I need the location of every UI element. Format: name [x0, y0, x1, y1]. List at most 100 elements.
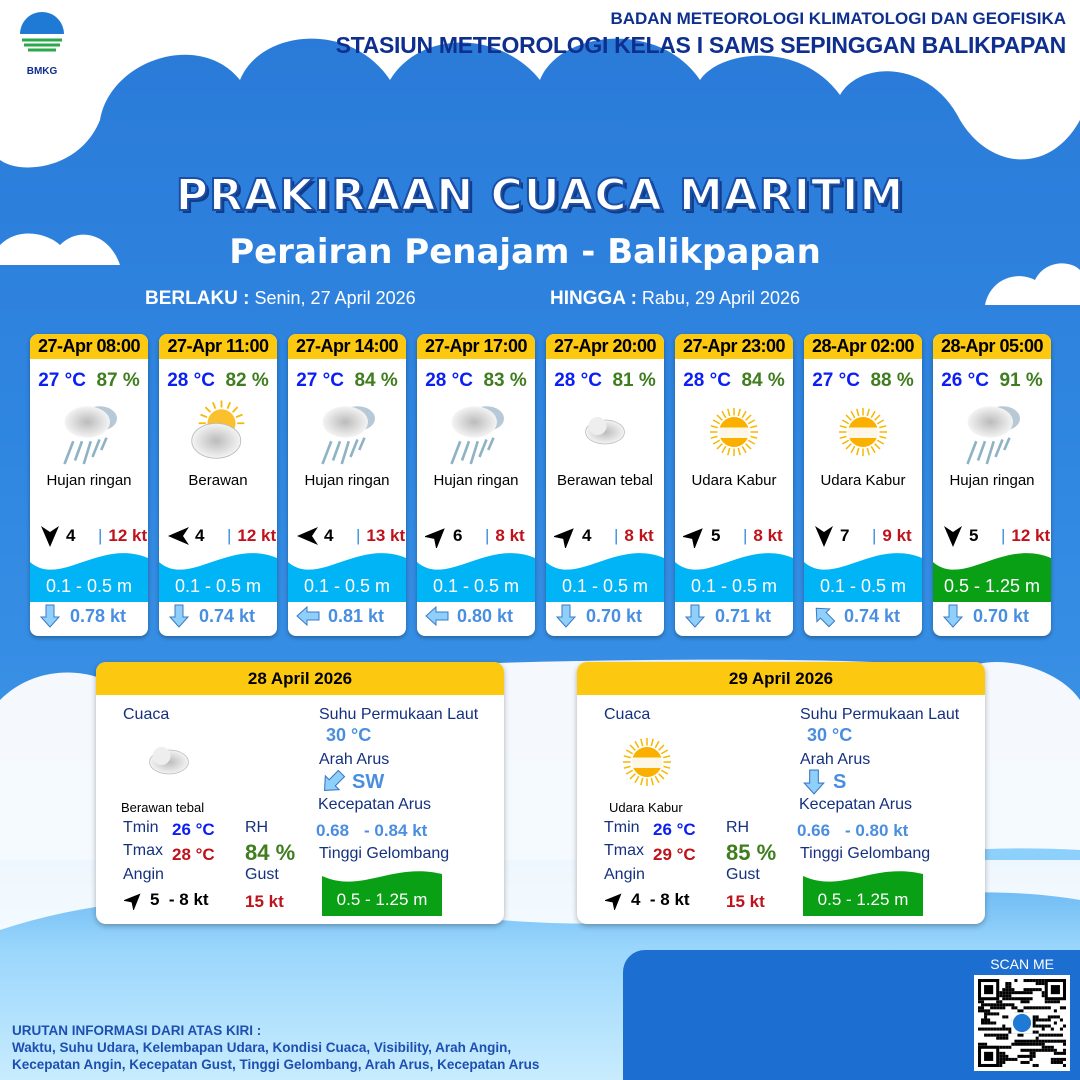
cloud-right	[985, 263, 1080, 305]
wind-speed: 5 - 8 kt	[150, 890, 209, 909]
gust-speed: 12 kt	[1011, 526, 1051, 545]
page-subtitle: Perairan Penajam - Balikpapan	[229, 232, 821, 272]
haze-sun-icon	[617, 732, 677, 797]
current-direction-icon	[167, 604, 191, 628]
wave-height: 0.1 - 0.5 m	[561, 576, 649, 596]
sst-label: Suhu Permukaan Laut	[800, 706, 960, 723]
wind-speed: 4	[195, 526, 205, 545]
wind-row: 6 | 8 kt	[417, 524, 535, 548]
humidity: 84 %	[354, 370, 398, 391]
wave-band	[30, 553, 148, 602]
gust-label: Gust	[726, 866, 760, 883]
current-row: 0.81 kt	[296, 604, 384, 628]
wave-height: 0.1 - 0.5 m	[690, 576, 778, 596]
wind-row: 4 | 8 kt	[546, 524, 664, 548]
humidity: 87 %	[96, 370, 140, 391]
gust-speed: 12 kt	[237, 526, 277, 545]
forecast-card: 27-Apr 08:00 27 °C 87 % Hujan ringan 4 | 1…	[30, 334, 148, 636]
tmax-value: 28 °C	[172, 845, 215, 864]
gust-speed: 8 kt	[753, 526, 783, 545]
divider: |	[1001, 526, 1006, 545]
wind-direction-icon	[812, 524, 836, 548]
weather-condition: Udara Kabur	[609, 800, 683, 815]
wave-band	[288, 553, 406, 602]
current-direction-label: Arah Arus	[319, 751, 390, 768]
qr-code[interactable]	[974, 975, 1070, 1071]
current-direction-row: SW	[320, 769, 384, 795]
current-row: 0.70 kt	[554, 604, 642, 628]
cloud-left	[0, 233, 120, 265]
wave-height: 0.1 - 0.5 m	[303, 576, 391, 596]
air-temperature: 27 °C	[812, 370, 860, 391]
current-direction-icon	[554, 604, 578, 628]
divider: |	[614, 526, 619, 545]
rain-cloud-icon	[30, 392, 148, 472]
divider: |	[227, 526, 232, 545]
divider: |	[872, 526, 877, 545]
current-speed: 0.74 kt	[199, 605, 256, 626]
air-temperature: 28 °C	[683, 370, 731, 391]
weather-condition: Udara Kabur	[691, 472, 777, 489]
temp-rh-row: 26 °C 91 %	[933, 370, 1051, 392]
info-legend: URUTAN INFORMASI DARI ATAS KIRI : Waktu,…	[12, 1022, 539, 1073]
wind-direction-icon	[683, 524, 707, 548]
current-row: 0.78 kt	[38, 604, 126, 628]
weather-condition: Berawan	[188, 472, 248, 489]
wind-label: Angin	[604, 866, 645, 883]
humidity: 91 %	[999, 370, 1043, 391]
humidity: 83 %	[483, 370, 527, 391]
wind-row: 7 | 9 kt	[804, 524, 922, 548]
rain-cloud-icon	[933, 392, 1051, 472]
current-row: 0.80 kt	[425, 604, 513, 628]
forecast-card: 27-Apr 17:00 28 °C 83 % Hujan ringan 6 | 8…	[417, 334, 535, 636]
forecast-time: 27-Apr 17:00	[417, 334, 535, 359]
cloud-banner	[0, 0, 1080, 168]
weather-label: Cuaca	[123, 706, 170, 723]
temp-rh-row: 28 °C 81 %	[546, 370, 664, 392]
tmin-label: Tmin	[604, 819, 640, 836]
forecast-time: 27-Apr 08:00	[30, 334, 148, 359]
page-title: PRAKIRAAN CUACA MARITIM	[175, 169, 905, 222]
current-speed-min: 0.66	[797, 821, 831, 840]
wave-band	[804, 553, 922, 602]
daily-date: 28 April 2026	[96, 662, 504, 695]
wind-row: 5 - 8 kt	[124, 890, 209, 910]
forecast-time: 27-Apr 23:00	[675, 334, 793, 359]
tmin-label: Tmin	[123, 819, 159, 836]
current-speed-label: Kecepatan Arus	[318, 796, 431, 813]
current-direction-icon	[801, 769, 827, 795]
current-speed-min: 0.68	[316, 821, 350, 840]
temp-rh-row: 27 °C 84 %	[288, 370, 406, 392]
haze-sun-icon	[804, 392, 922, 472]
current-direction-icon	[320, 769, 346, 795]
wind-speed: 5	[969, 526, 979, 545]
current-row: 0.74 kt	[167, 604, 255, 628]
bmkg-logo: BMKG	[17, 12, 67, 76]
weather-condition: Berawan tebal	[557, 472, 653, 489]
current-direction-icon	[941, 604, 965, 628]
divider: |	[356, 526, 361, 545]
wind-direction-icon	[167, 524, 191, 548]
wind-direction-icon	[941, 524, 965, 548]
air-temperature: 28 °C	[167, 370, 215, 391]
forecast-card: 27-Apr 11:00 28 °C 82 % Berawan 4 | 12 kt …	[159, 334, 277, 636]
forecast-card: 28-Apr 02:00 27 °C 88 % Udara Kabur 7 | 9 …	[804, 334, 922, 636]
wind-row: 5 | 12 kt	[933, 524, 1051, 548]
wave-label: Tinggi Gelombang	[800, 845, 931, 862]
tmax-value: 29 °C	[653, 845, 696, 864]
gust-speed: 8 kt	[624, 526, 654, 545]
valid-to-date: Rabu, 29 April 2026	[641, 288, 801, 308]
wave-band	[675, 553, 793, 602]
tmin-value: 26 °C	[653, 820, 696, 839]
gust-speed: 13 kt	[366, 526, 406, 545]
divider: |	[98, 526, 103, 545]
wave-band	[417, 553, 535, 602]
temp-rh-row: 28 °C 84 %	[675, 370, 793, 392]
current-speed: 0.71 kt	[715, 605, 772, 626]
wind-row: 4 | 13 kt	[288, 524, 406, 548]
current-direction-value: SW	[352, 770, 385, 793]
forecast-card: 27-Apr 20:00 28 °C 81 % Berawan tebal 4 |…	[546, 334, 664, 636]
air-temperature: 27 °C	[38, 370, 86, 391]
weather-condition: Hujan ringan	[304, 472, 390, 489]
scan-me-label: SCAN ME	[990, 956, 1054, 972]
